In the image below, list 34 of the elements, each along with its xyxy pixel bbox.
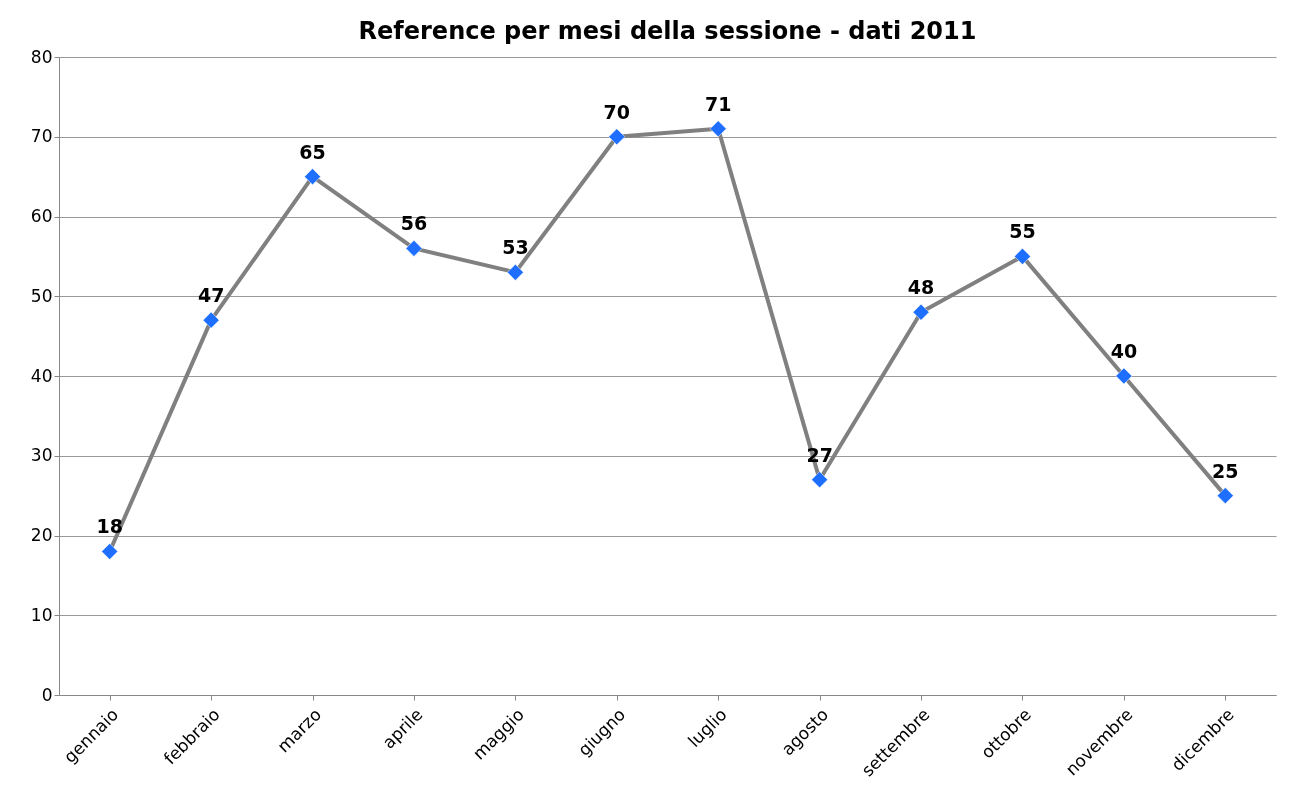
- data-label: 53: [502, 236, 529, 259]
- point: [709, 120, 727, 138]
- y-tick-label: 10: [30, 604, 53, 625]
- y-tick-label: 0: [41, 684, 53, 705]
- data-label: 27: [806, 443, 833, 466]
- point: [912, 303, 930, 321]
- y-tick-label: 60: [30, 206, 53, 226]
- data-label: 56: [400, 212, 428, 235]
- point: [304, 168, 321, 185]
- data-label: 18: [96, 515, 123, 538]
- point: [811, 471, 828, 488]
- data-label: 65: [299, 140, 326, 163]
- data-label: 47: [197, 284, 225, 307]
- y-tick-label: 20: [30, 525, 53, 545]
- point: [608, 128, 626, 146]
- y-tick-label: 30: [30, 445, 53, 466]
- data-label: 70: [603, 100, 631, 123]
- data-label: 40: [1110, 340, 1138, 362]
- point: [405, 240, 423, 257]
- y-tick-label: 80: [30, 46, 53, 67]
- point: [507, 264, 524, 281]
- point: [1014, 248, 1031, 265]
- y-tick-label: 50: [30, 285, 53, 306]
- point: [1216, 487, 1234, 504]
- data-label: 48: [907, 276, 935, 299]
- point: [101, 543, 119, 560]
- data-label: 25: [1212, 459, 1239, 482]
- chart-title: Reference per mesi della sessione - dati 2011: [358, 17, 977, 45]
- point: [1115, 367, 1133, 385]
- y-tick-label: 70: [30, 126, 53, 147]
- point: [202, 311, 220, 329]
- data-label: 55: [1009, 220, 1036, 243]
- data-label: 71: [704, 92, 732, 115]
- y-tick-label: 40: [30, 365, 53, 386]
